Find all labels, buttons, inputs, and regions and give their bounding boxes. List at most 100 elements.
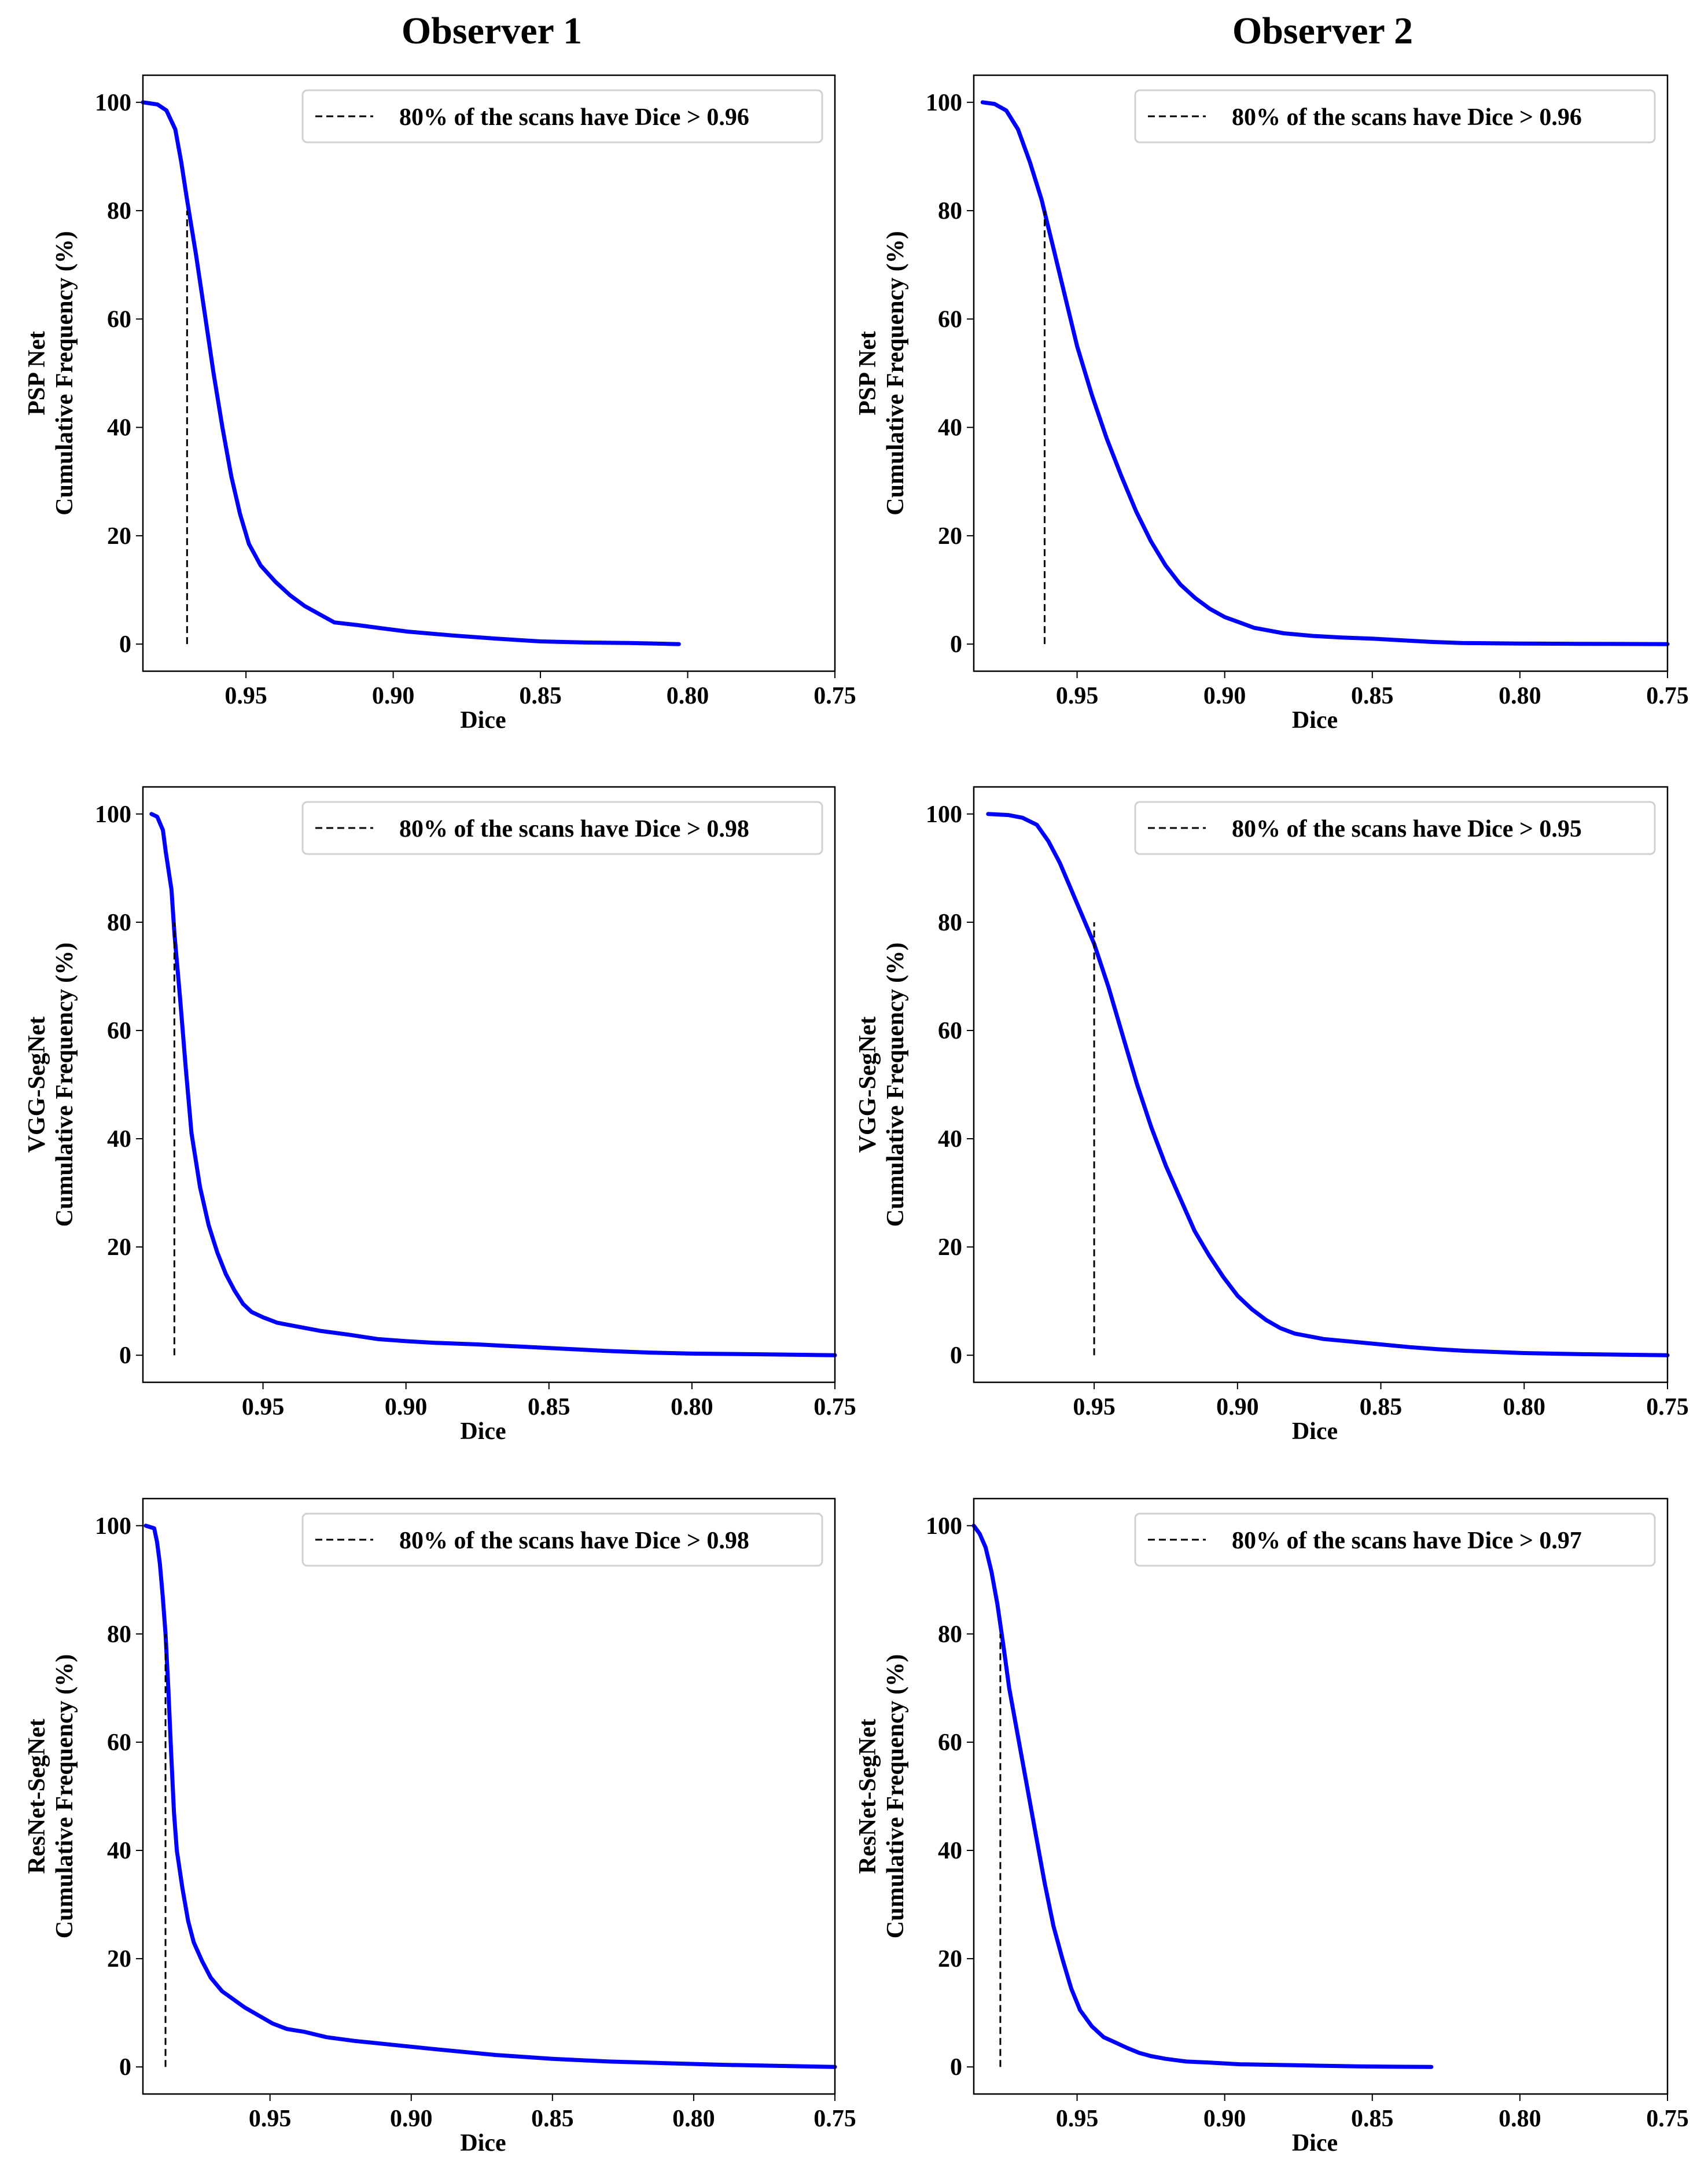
x-tick-label: 0.90 — [1203, 683, 1246, 709]
legend-label: 80% of the scans have Dice > 0.98 — [399, 816, 749, 842]
x-tick-label: 0.75 — [813, 1394, 856, 1420]
legend-box — [301, 1512, 823, 1567]
y-tick-label: 80 — [107, 1621, 131, 1648]
y-tick-label: 40 — [938, 415, 962, 441]
plot-frame — [142, 1497, 836, 2095]
legend-box — [301, 89, 823, 143]
subplot-grid: 0 20 40 60 80 100 0.95 0.90 0.85 0.80 0.75 Dice PSP … — [24, 74, 1689, 2156]
y-axis-label: Cumulative Frequency (%) — [51, 943, 78, 1227]
x-tick-label: 0.95 — [249, 2106, 292, 2132]
x-tick-label: 0.85 — [528, 1394, 570, 1420]
x-axis-label: Dice — [460, 1418, 506, 1445]
x-tick-label: 0.85 — [519, 683, 562, 709]
y-tick-label: 0 — [119, 2054, 131, 2081]
plot-frame — [973, 74, 1669, 672]
y-tick-label: 100 — [926, 90, 962, 116]
y-axis-label: Cumulative Frequency (%) — [51, 231, 78, 516]
y-tick-label: 80 — [938, 910, 962, 936]
legend-label: 80% of the scans have Dice > 0.96 — [1232, 104, 1582, 131]
chart-resnet-observer2: 0 20 40 60 80 100 0.95 0.90 0.85 0.80 0.75 Dice ResN… — [855, 1497, 1689, 2156]
x-tick-label: 0.85 — [1351, 683, 1394, 709]
cumulative-frequency-curve — [141, 100, 681, 646]
x-tick-label: 0.75 — [1646, 2106, 1689, 2132]
plot-frame — [142, 74, 836, 672]
x-axis-label: Dice — [460, 2130, 506, 2156]
x-tick-label: 0.95 — [1056, 2106, 1099, 2132]
legend: 80% of the scans have Dice > 0.96 — [301, 89, 823, 143]
x-tick-label: 0.95 — [1056, 683, 1099, 709]
y-axis-label-model: PSP Net — [24, 331, 50, 415]
y-axis-label-model: ResNet-SegNet — [24, 1718, 50, 1874]
x-tick-label: 0.85 — [531, 2106, 574, 2132]
x-tick-label: 0.80 — [667, 683, 709, 709]
y-tick-label: 60 — [107, 1729, 131, 1756]
y-tick-label: 60 — [938, 1729, 962, 1756]
y-tick-label: 0 — [119, 631, 131, 658]
y-tick-label: 40 — [107, 1838, 131, 1864]
x-tick-label: 0.80 — [1503, 1394, 1546, 1420]
chart-vgg-observer1: 0 20 40 60 80 100 0.95 0.90 0.85 0.80 0.75 Dice VGG-… — [24, 786, 856, 1445]
x-tick-label: 0.80 — [1499, 683, 1541, 709]
legend-label: 80% of the scans have Dice > 0.97 — [1232, 1528, 1582, 1554]
cumulative-frequency-curve — [980, 100, 1670, 646]
x-tick-label: 0.95 — [242, 1394, 285, 1420]
column-title-observer-1: Observer 1 — [402, 10, 582, 52]
y-tick-label: 80 — [107, 198, 131, 225]
y-axis-label-model: PSP Net — [855, 331, 881, 415]
plot-frame — [973, 786, 1669, 1383]
x-tick-label: 0.90 — [390, 2106, 433, 2132]
y-tick-label: 80 — [938, 1621, 962, 1648]
y-axis-label: Cumulative Frequency (%) — [882, 1654, 909, 1939]
y-tick-label: 100 — [926, 801, 962, 828]
x-tick-label: 0.75 — [1646, 683, 1689, 709]
y-tick-label: 0 — [950, 1342, 962, 1369]
legend-label: 80% of the scans have Dice > 0.98 — [399, 1528, 749, 1554]
x-tick-label: 0.85 — [1351, 2106, 1394, 2132]
x-tick-label: 0.75 — [813, 683, 856, 709]
legend: 80% of the scans have Dice > 0.97 — [1134, 1512, 1656, 1567]
y-tick-label: 100 — [95, 801, 131, 828]
x-axis-label: Dice — [460, 707, 506, 734]
x-tick-label: 0.95 — [1073, 1394, 1116, 1420]
y-axis-label-model: ResNet-SegNet — [855, 1718, 881, 1874]
legend-box — [1134, 801, 1656, 855]
y-axis-label: Cumulative Frequency (%) — [51, 1654, 78, 1939]
plot-frame — [142, 786, 836, 1383]
legend-box — [1134, 89, 1656, 143]
y-tick-label: 80 — [107, 910, 131, 936]
x-axis-label: Dice — [1292, 2130, 1338, 2156]
y-tick-label: 60 — [107, 306, 131, 333]
legend-label: 80% of the scans have Dice > 0.96 — [399, 104, 749, 131]
y-axis-label: Cumulative Frequency (%) — [882, 943, 909, 1227]
cumulative-frequency-curve — [986, 812, 1670, 1357]
x-tick-label: 0.95 — [224, 683, 267, 709]
x-tick-label: 0.80 — [671, 1394, 713, 1420]
cumulative-frequency-curve — [149, 812, 837, 1357]
y-tick-label: 40 — [938, 1838, 962, 1864]
y-tick-label: 100 — [95, 90, 131, 116]
x-tick-label: 0.90 — [385, 1394, 428, 1420]
y-tick-label: 80 — [938, 198, 962, 225]
y-tick-label: 40 — [107, 1126, 131, 1153]
y-tick-label: 0 — [950, 631, 962, 658]
x-tick-label: 0.90 — [372, 683, 415, 709]
y-tick-label: 60 — [107, 1018, 131, 1044]
y-tick-label: 60 — [938, 1018, 962, 1044]
y-tick-label: 40 — [107, 415, 131, 441]
y-tick-label: 0 — [119, 1342, 131, 1369]
y-tick-label: 100 — [926, 1513, 962, 1540]
legend: 80% of the scans have Dice > 0.95 — [1134, 801, 1656, 855]
y-tick-label: 20 — [938, 1234, 962, 1261]
legend: 80% of the scans have Dice > 0.98 — [301, 801, 823, 855]
chart-psp-observer2: 0 20 40 60 80 100 0.95 0.90 0.85 0.80 0.75 Dice PSP … — [855, 74, 1689, 734]
y-tick-label: 20 — [107, 523, 131, 550]
x-tick-label: 0.90 — [1203, 2106, 1246, 2132]
y-tick-label: 100 — [95, 1513, 131, 1540]
x-tick-label: 0.85 — [1360, 1394, 1403, 1420]
cumulative-frequency-curve — [971, 1523, 1434, 2069]
legend-box — [1134, 1512, 1656, 1567]
plot-frame — [973, 1497, 1669, 2095]
x-tick-label: 0.80 — [672, 2106, 715, 2132]
